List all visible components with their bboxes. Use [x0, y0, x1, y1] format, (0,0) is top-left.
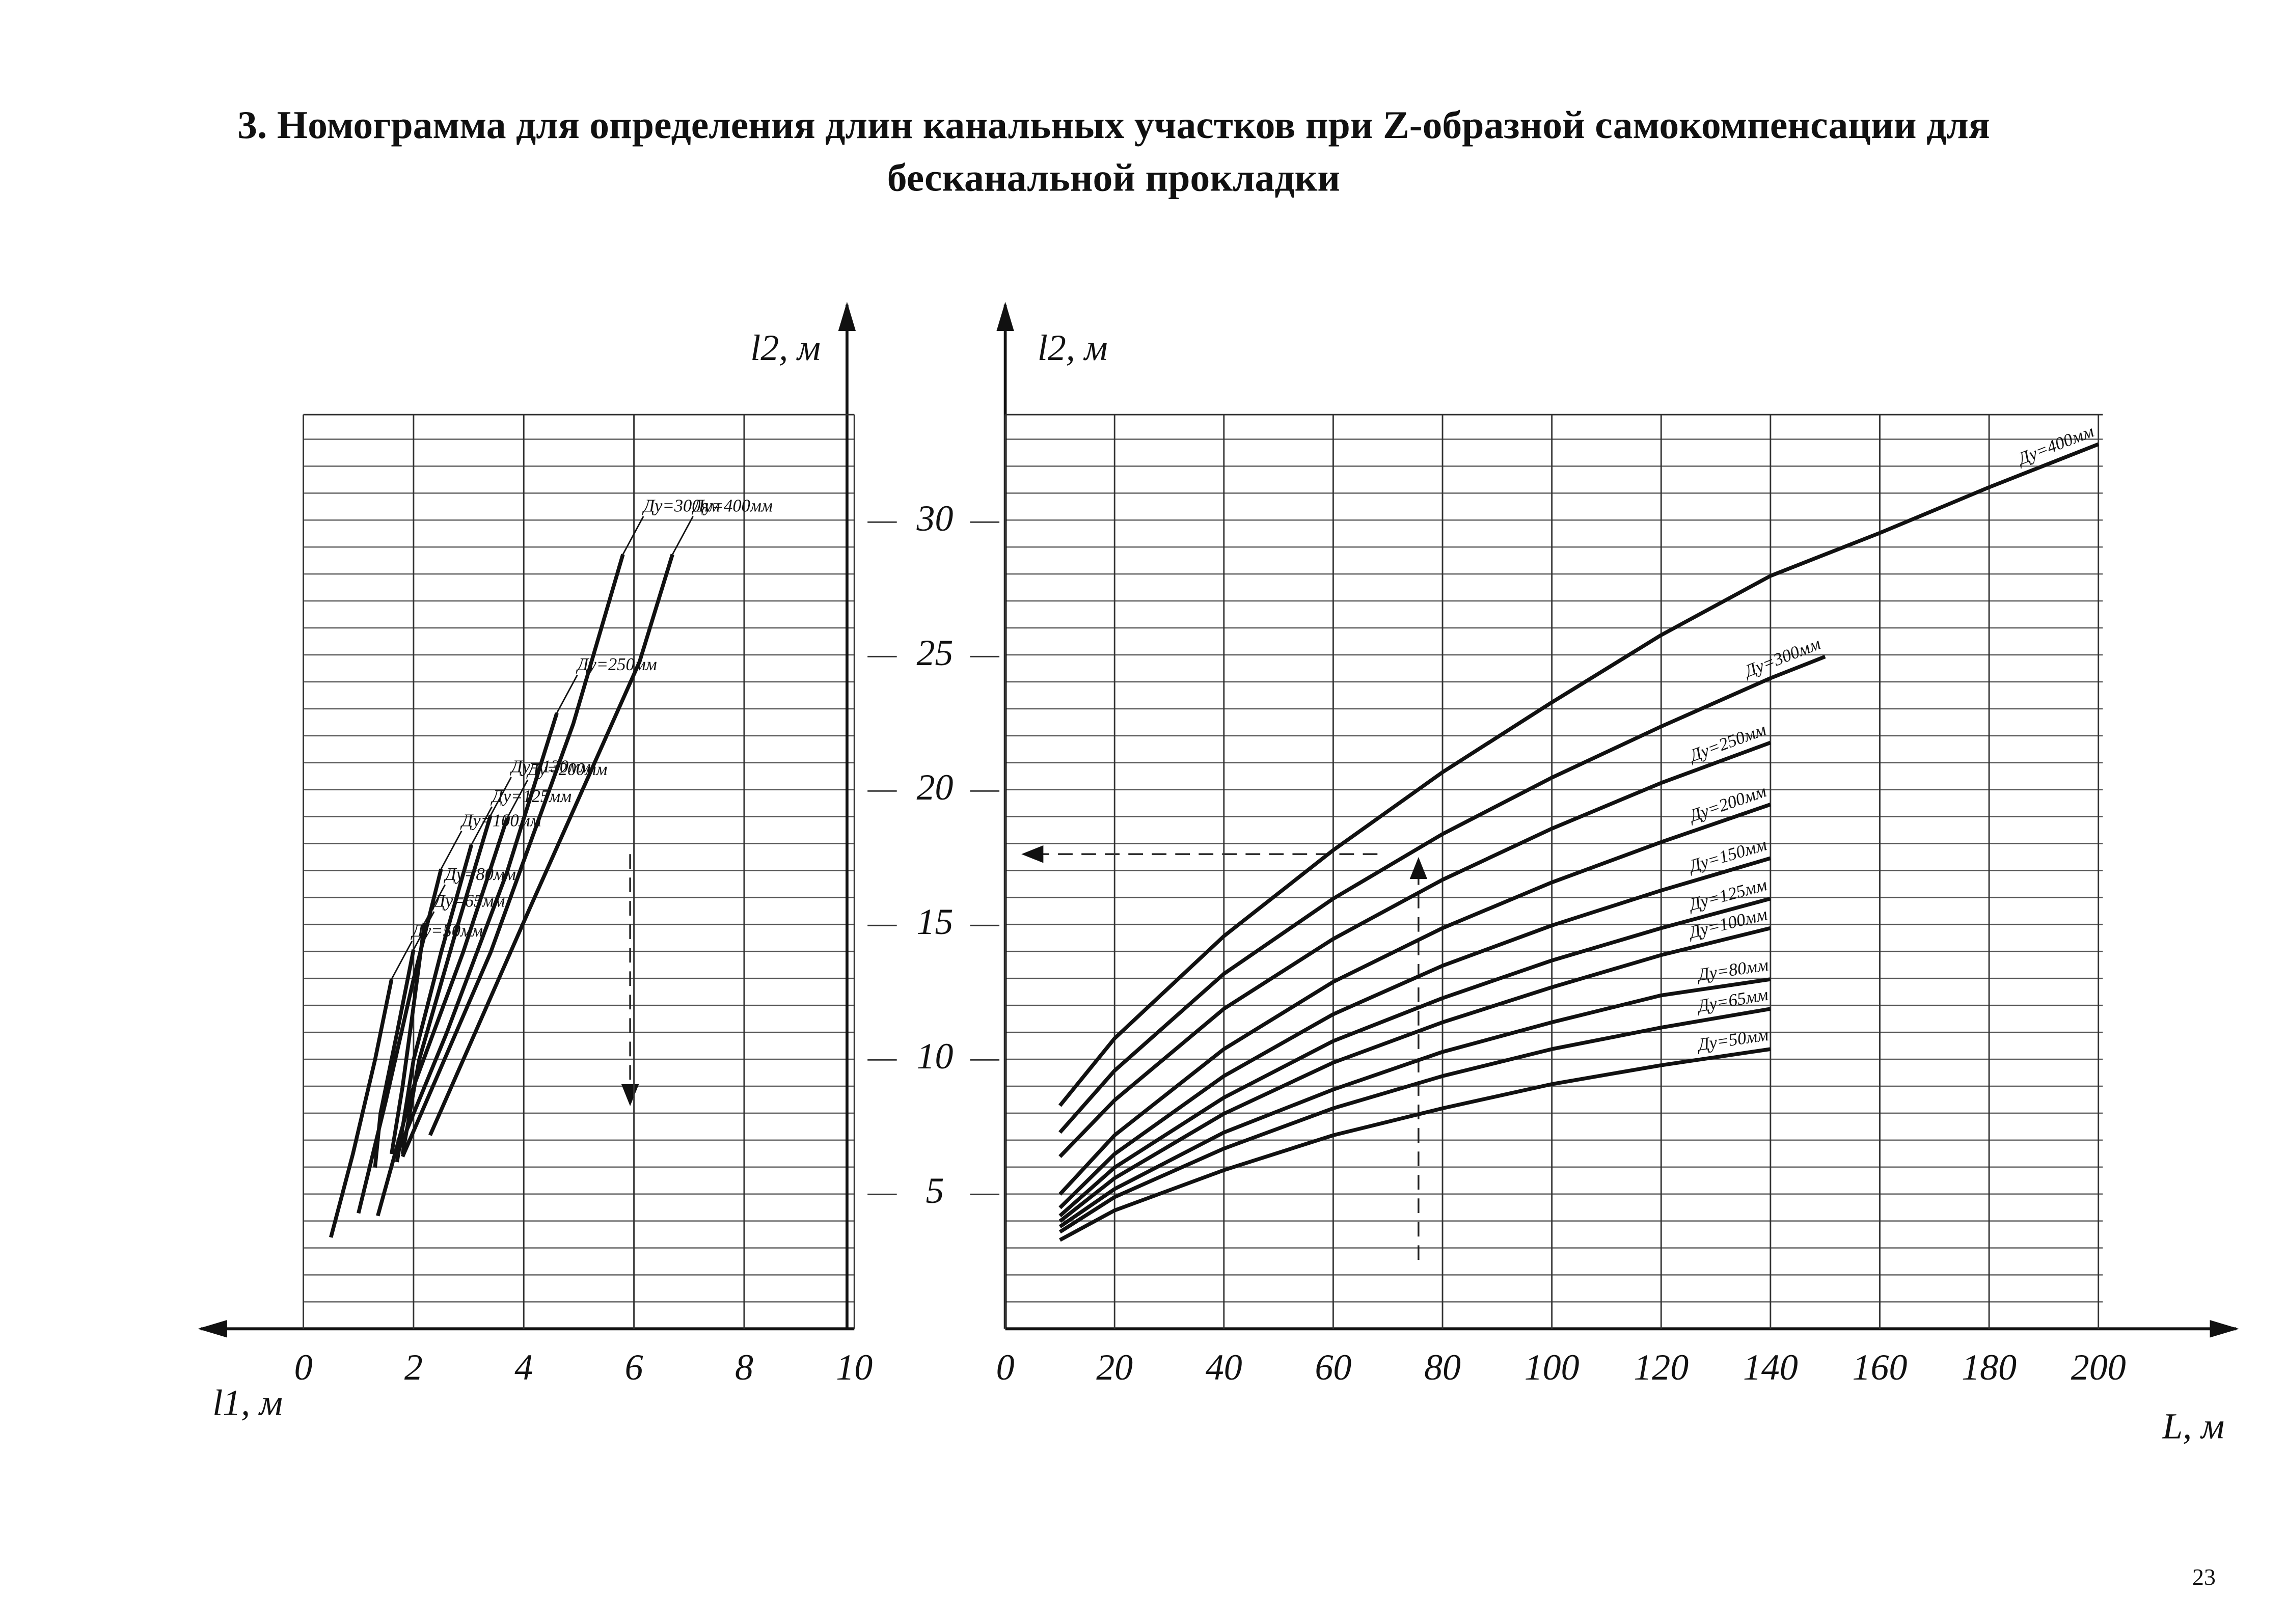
x-tick-label: 10 [836, 1347, 873, 1388]
minor-grid [303, 415, 855, 1314]
curve-label: Ду=200мм [526, 760, 607, 779]
minor-grid [1005, 415, 2103, 1314]
x-tick-label: 2 [404, 1347, 423, 1388]
curve [1058, 442, 2100, 1107]
curve [1059, 1047, 1771, 1242]
title-line: 3. Номограмма для определения длин канал… [237, 103, 1990, 147]
x-tick-label: 140 [1743, 1347, 1798, 1388]
y-tick-label: 20 [917, 767, 954, 808]
y-tick-label: 15 [917, 901, 954, 942]
page-number: 23 [2192, 1564, 2216, 1590]
curve [329, 979, 394, 1238]
x-axis-label: l1, м [212, 1382, 283, 1423]
y-axis-label: l2, м [1038, 327, 1108, 368]
label-leader [672, 516, 694, 555]
y-tick-label: 25 [917, 632, 954, 673]
curve [395, 844, 474, 1163]
curve [373, 949, 416, 1168]
x-tick-label: 6 [625, 1347, 643, 1388]
curve [400, 554, 625, 1158]
label-leader [413, 911, 435, 950]
y-tick-label: 10 [917, 1036, 954, 1077]
x-tick-label: 100 [1525, 1347, 1580, 1388]
y-tick-label: 30 [916, 498, 954, 539]
y-axis-label: l2, м [750, 327, 821, 368]
x-tick-label: 80 [1424, 1347, 1461, 1388]
curve [1058, 740, 1772, 1158]
x-tick-label: 60 [1315, 1347, 1351, 1388]
x-tick-label: 4 [514, 1347, 533, 1388]
curve [1058, 654, 1826, 1134]
curve-label: Ду=125мм [491, 787, 572, 806]
x-tick-label: 180 [1962, 1347, 2017, 1388]
curve-label: Ду=50мм [411, 921, 483, 941]
x-tick-label: 200 [2071, 1347, 2126, 1388]
label-leader [471, 806, 493, 845]
y-tick-label: 5 [926, 1170, 944, 1211]
curve [400, 814, 493, 1154]
label-leader [490, 777, 512, 816]
curve [1058, 926, 1771, 1223]
curve [1058, 1007, 1771, 1234]
curve [1058, 977, 1771, 1228]
curve [390, 922, 427, 1154]
curve [376, 817, 509, 1217]
curve-label: Ду=300ям [642, 497, 720, 516]
x-tick-label: 120 [1634, 1347, 1689, 1388]
curve [395, 712, 559, 1155]
label-leader [556, 674, 578, 713]
curve-label: Ду=400мм [692, 497, 773, 516]
title-line: бесканальной прокладки [887, 156, 1340, 200]
curve [1058, 856, 1771, 1209]
x-axis-label: L, м [2162, 1406, 2224, 1446]
curve [1058, 803, 1772, 1196]
label-leader [622, 516, 644, 555]
x-tick-label: 0 [294, 1347, 313, 1388]
label-leader [391, 941, 413, 980]
x-tick-label: 0 [996, 1347, 1015, 1388]
curve [428, 554, 674, 1136]
curve-label: Ду=250мм [576, 655, 657, 674]
label-leader [440, 830, 462, 870]
curve-label: Ду=65мм [432, 892, 505, 911]
x-tick-label: 160 [1853, 1347, 1908, 1388]
curve [1058, 897, 1771, 1218]
x-tick-label: 40 [1206, 1347, 1242, 1388]
curve-label: Ду=100мм [460, 811, 541, 830]
x-tick-label: 8 [735, 1347, 753, 1388]
curve-label: Ду=80мм [444, 865, 516, 884]
x-tick-label: 20 [1096, 1347, 1133, 1388]
label-leader [424, 884, 446, 923]
label-leader [506, 779, 529, 818]
curve-label: Ду=130мм [510, 757, 591, 777]
